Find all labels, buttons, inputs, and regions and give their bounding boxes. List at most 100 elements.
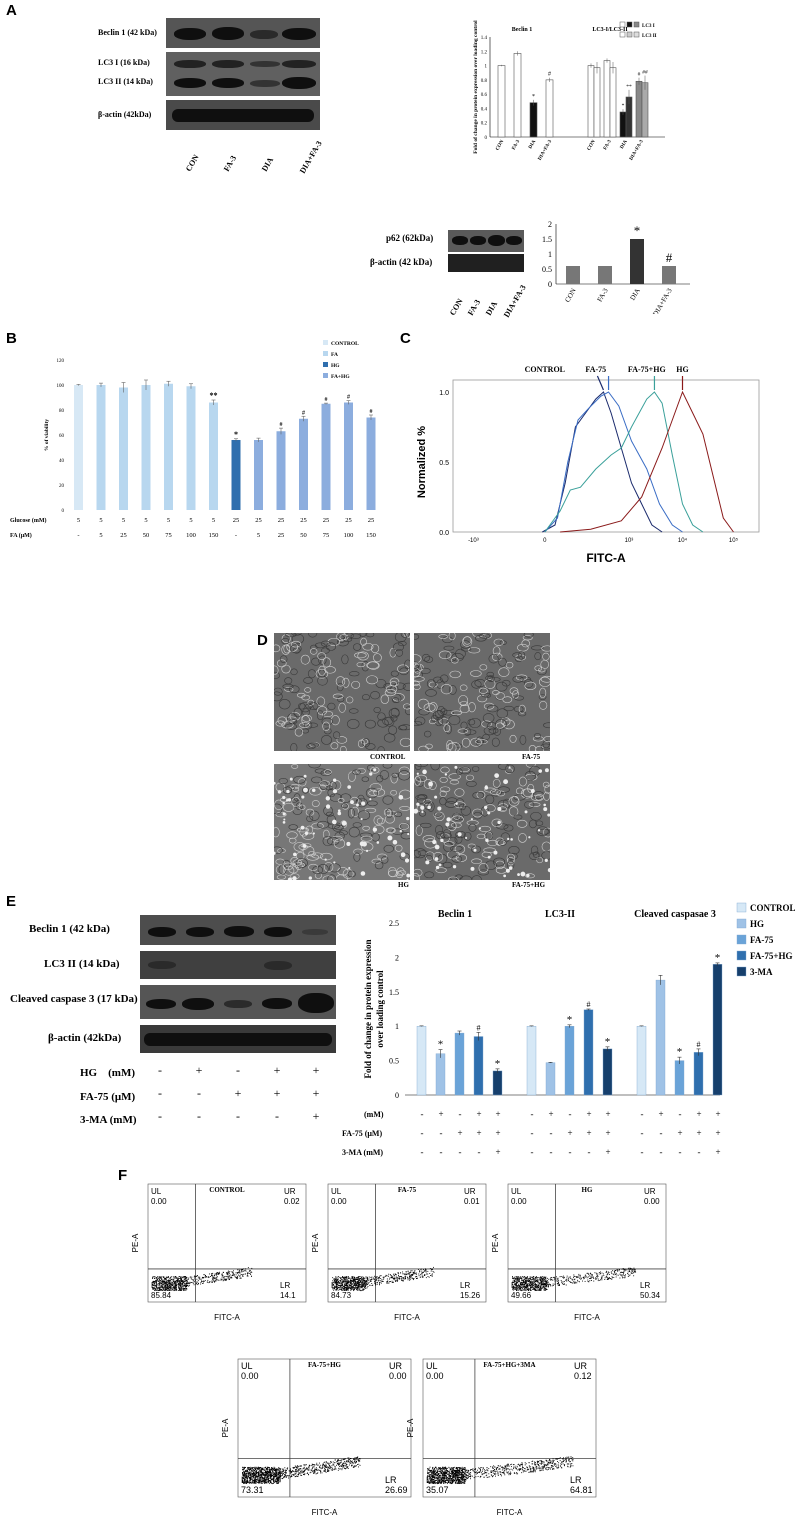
event-dot [622,1277,624,1279]
cell [292,806,303,815]
cell [458,766,470,773]
event-dot [173,1286,175,1288]
blot-a-lane-labels: CON FA-3 DIA DIA+FA-3 [184,139,324,175]
cell [424,838,437,849]
lane-label: DIA+FA-3 [502,283,528,319]
event-dot [181,1280,183,1282]
event-dot [349,1277,350,1279]
event-dot [286,1475,288,1477]
quadrant-label: LL [331,1281,340,1290]
category-label: DIA [528,139,537,150]
event-dot [295,1473,297,1475]
bright-cell [282,801,285,805]
cell [541,841,550,852]
event-dot [221,1278,223,1280]
event-dot [522,1278,524,1280]
event-dot [222,1275,224,1277]
blot-e-caspase [140,985,336,1019]
event-dot [190,1276,192,1278]
event-dot [357,1290,359,1291]
event-dot [547,1284,548,1286]
bright-cell [505,868,510,873]
event-dot [357,1287,359,1289]
event-dot [253,1480,254,1482]
event-dot [174,1290,176,1291]
event-dot [334,1281,336,1283]
event-dot [550,1285,552,1287]
event-dot [348,1277,349,1279]
event-dot [583,1276,585,1278]
event-dot [237,1275,239,1277]
bright-cell [369,772,373,776]
event-dot [349,1287,351,1289]
event-dot [332,1285,334,1287]
event-dot [371,1279,372,1281]
event-dot [178,1286,180,1288]
event-dot [528,1278,530,1280]
event-dot [222,1274,224,1276]
event-dot [186,1280,188,1282]
event-dot [283,1475,285,1477]
event-dot [174,1283,176,1285]
event-dot [623,1272,625,1274]
cell [275,858,285,865]
condition-sign: - [440,1147,443,1157]
category-label: DIA [620,139,629,150]
event-dot [298,1465,300,1467]
event-dot [247,1267,249,1269]
glucose-value: 25 [323,517,330,524]
event-dot [209,1281,211,1283]
y-tick-label: 1 [395,1022,399,1031]
event-dot [545,1281,547,1283]
fa-value: 100 [344,532,354,539]
event-dot [394,1274,396,1275]
event-dot [601,1279,603,1281]
event-dot [259,1482,261,1484]
y-axis-label: Fold of change in protein expression ove… [473,20,479,154]
event-dot [350,1280,352,1282]
event-dot [181,1279,183,1281]
event-dot [545,1276,547,1278]
event-dot [251,1271,253,1273]
event-dot [344,1287,346,1289]
event-dot [522,1285,524,1287]
micrograph-fa75-hg [414,764,550,880]
event-dot [354,1287,356,1289]
significance-mark: # [587,1000,591,1009]
event-dot [345,1468,347,1470]
event-dot [221,1274,223,1276]
cell [437,715,448,726]
cell [506,853,516,863]
event-dot [349,1277,351,1279]
bright-cell [387,835,393,841]
event-dot [388,1275,389,1277]
cell [425,851,435,861]
event-dot [421,1268,422,1270]
cell [491,818,503,828]
quadrant-value: 0.00 [151,1197,167,1206]
event-dot [362,1283,364,1285]
cell [295,858,308,868]
event-dot [274,1481,276,1483]
bright-cell [282,812,286,816]
event-dot [539,1283,540,1285]
y-tick-label: 1 [548,250,552,259]
event-dot [552,1279,554,1281]
event-dot [179,1283,181,1285]
event-dot [337,1276,339,1278]
event-dot [541,1279,543,1281]
cell [348,708,359,714]
event-dot [254,1480,256,1482]
cell [443,724,451,733]
event-dot [269,1473,271,1475]
event-dot [552,1284,554,1286]
bright-cell [356,803,359,807]
bright-cell [308,876,312,880]
cell [439,790,447,798]
event-dot [215,1280,217,1282]
event-dot [263,1469,265,1471]
event-dot [386,1275,388,1277]
event-dot [512,1289,514,1290]
event-dot [547,1284,549,1286]
legend-label: HG [331,363,340,369]
